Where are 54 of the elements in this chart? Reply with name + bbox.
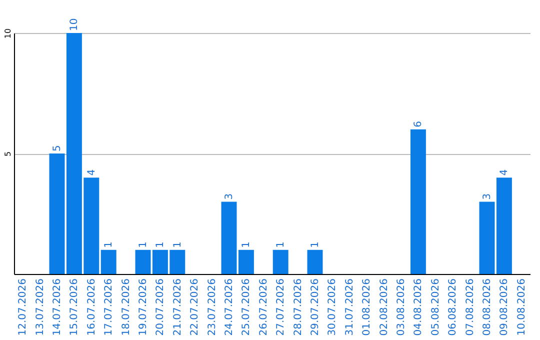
x-tick-label: 26.07.2026	[258, 278, 270, 336]
x-tick-label: 21.07.2026	[172, 278, 184, 336]
x-tick-label: 31.07.2026	[344, 278, 356, 336]
data-label: 1	[276, 242, 287, 248]
data-label: 1	[155, 242, 166, 248]
data-label: 1	[241, 242, 252, 248]
x-tick-label: 13.07.2026	[34, 278, 46, 336]
x-tick-label: 01.08.2026	[362, 278, 373, 336]
bar	[479, 202, 495, 274]
data-label: 1	[310, 242, 321, 248]
x-tick-label: 12.07.2026	[18, 278, 29, 336]
x-tick-label: 22.07.2026	[190, 278, 201, 336]
bar	[49, 154, 65, 274]
x-tick-label: 30.07.2026	[327, 278, 338, 336]
x-tick-label: 19.07.2026	[138, 278, 149, 336]
x-tick-label: 29.07.2026	[310, 278, 321, 336]
x-tick-label: 06.08.2026	[448, 278, 459, 336]
x-tick-label: 17.07.2026	[104, 278, 115, 336]
bar	[100, 250, 116, 274]
x-tick-label: 25.07.2026	[241, 278, 252, 336]
x-tick-label: 09.08.2026	[499, 278, 510, 336]
bar	[221, 202, 237, 274]
x-tick-label: 07.08.2026	[464, 278, 476, 336]
x-tick-label: 15.07.2026	[69, 278, 80, 336]
bar	[238, 250, 254, 274]
x-tick-label: 23.07.2026	[206, 278, 218, 336]
bar	[410, 129, 426, 274]
data-label: 6	[413, 121, 424, 128]
data-label: 5	[52, 145, 63, 152]
bar	[272, 250, 288, 274]
data-label: 10	[69, 18, 80, 31]
data-label: 3	[224, 193, 235, 200]
x-tick-label: 03.08.2026	[396, 278, 407, 336]
data-label: 4	[86, 169, 98, 176]
data-label: 3	[482, 193, 493, 200]
data-label: 4	[499, 169, 510, 176]
x-tick-label: 20.07.2026	[155, 278, 166, 336]
bar	[307, 250, 323, 274]
bar	[135, 250, 151, 274]
x-tick-label: 28.07.2026	[292, 278, 304, 336]
x-tick-label: 14.07.2026	[52, 278, 63, 336]
x-tick-label: 10.08.2026	[516, 278, 528, 336]
x-tick-label: 04.08.2026	[413, 278, 424, 336]
x-tick-label: 08.08.2026	[482, 278, 493, 336]
x-tick-label: 24.07.2026	[224, 278, 235, 336]
data-label: 1	[172, 242, 184, 248]
x-tick-label: 16.07.2026	[86, 278, 98, 336]
bar	[496, 178, 512, 274]
x-tick-label: 05.08.2026	[430, 278, 442, 336]
data-label: 1	[104, 242, 115, 248]
x-tick-label: 18.07.2026	[120, 278, 132, 336]
x-tick-label: 27.07.2026	[276, 278, 287, 336]
x-tick-label: 02.08.2026	[378, 278, 390, 336]
data-label: 1	[138, 242, 149, 248]
